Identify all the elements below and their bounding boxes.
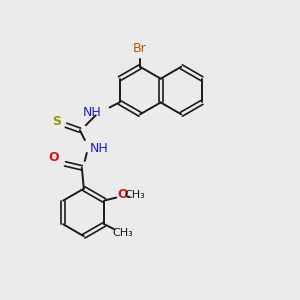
Text: NH: NH (90, 142, 109, 154)
Text: Br: Br (133, 42, 147, 55)
Text: CH₃: CH₃ (112, 228, 133, 238)
Text: O: O (117, 188, 128, 201)
Text: O: O (48, 152, 59, 164)
Text: NH: NH (83, 106, 102, 119)
Text: S: S (52, 115, 61, 128)
Text: CH₃: CH₃ (125, 190, 146, 200)
